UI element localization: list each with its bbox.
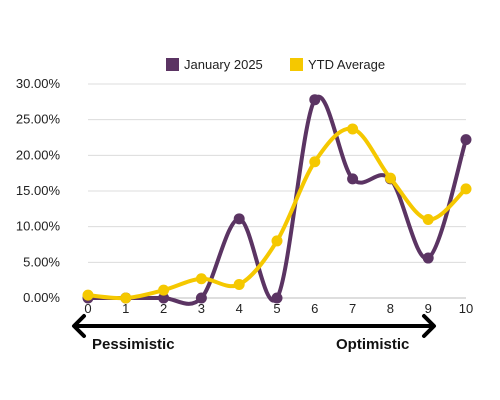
y-tick-label: 10.00% bbox=[16, 219, 61, 234]
data-point-ytd-average bbox=[309, 156, 321, 168]
y-tick-label: 25.00% bbox=[16, 112, 61, 127]
data-point-ytd-average bbox=[158, 284, 170, 296]
legend: January 2025 YTD Average bbox=[166, 57, 385, 72]
y-tick-label: 15.00% bbox=[16, 183, 61, 198]
x-tick-label: 6 bbox=[311, 301, 318, 316]
data-point-january-2025 bbox=[233, 213, 245, 225]
data-point-ytd-average bbox=[422, 214, 434, 226]
y-tick-label: 0.00% bbox=[23, 290, 60, 305]
data-point-january-2025 bbox=[158, 292, 170, 304]
y-tick-label: 5.00% bbox=[23, 254, 60, 269]
gridlines bbox=[88, 83, 466, 299]
x-tick-label: 1 bbox=[122, 301, 129, 316]
sentiment-arrow-left-head bbox=[72, 314, 86, 338]
annotation-optimistic: Optimistic bbox=[336, 336, 409, 353]
y-axis-tick-labels: 0.00% 5.00% 10.00% 15.00% 20.00% 25.00% 30.00% bbox=[16, 76, 61, 305]
x-tick-label: 5 bbox=[273, 301, 280, 316]
series-line-ytd-average bbox=[86, 126, 468, 301]
legend-swatch-january-2025 bbox=[166, 58, 179, 71]
data-point-ytd-average bbox=[271, 235, 283, 247]
x-tick-label: 2 bbox=[160, 301, 167, 316]
sentiment-arrow-right-head bbox=[422, 314, 436, 338]
legend-swatch-ytd-average bbox=[290, 58, 303, 71]
data-point-ytd-average bbox=[460, 183, 472, 195]
series-line-january-2025 bbox=[86, 94, 468, 306]
x-tick-label: 0 bbox=[84, 301, 91, 316]
data-point-january-2025 bbox=[347, 173, 359, 185]
series-ytd-average bbox=[82, 123, 472, 304]
series-january-2025 bbox=[82, 94, 472, 306]
legend-label-january-2025: January 2025 bbox=[184, 57, 263, 72]
data-point-january-2025 bbox=[460, 134, 472, 146]
legend-label-ytd-average: YTD Average bbox=[308, 57, 385, 72]
x-axis-tick-labels: 0 1 2 3 4 5 6 7 8 9 10 bbox=[84, 301, 473, 316]
data-point-january-2025 bbox=[309, 94, 321, 106]
data-point-ytd-average bbox=[347, 123, 359, 135]
data-point-ytd-average bbox=[233, 278, 245, 290]
y-tick-label: 30.00% bbox=[16, 76, 61, 91]
data-point-january-2025 bbox=[195, 292, 207, 304]
data-point-ytd-average bbox=[195, 273, 207, 285]
x-tick-label: 8 bbox=[387, 301, 394, 316]
data-point-ytd-average bbox=[384, 172, 396, 184]
x-tick-label: 9 bbox=[425, 301, 432, 316]
sentiment-arrow bbox=[72, 314, 436, 338]
x-tick-label: 7 bbox=[349, 301, 356, 316]
x-tick-label: 4 bbox=[236, 301, 243, 316]
data-point-january-2025 bbox=[422, 252, 434, 264]
series-lines bbox=[82, 94, 472, 306]
data-point-ytd-average bbox=[120, 292, 132, 304]
annotation-pessimistic: Pessimistic bbox=[92, 336, 175, 353]
data-point-january-2025 bbox=[271, 292, 283, 304]
data-point-ytd-average bbox=[82, 289, 94, 301]
x-tick-label: 3 bbox=[198, 301, 205, 316]
x-tick-label: 10 bbox=[459, 301, 473, 316]
y-tick-label: 20.00% bbox=[16, 147, 61, 162]
